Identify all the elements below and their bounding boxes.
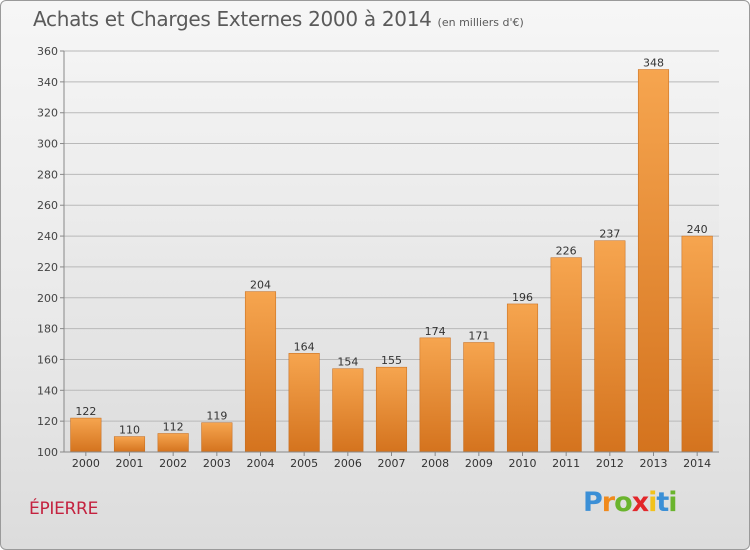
y-tick-label: 320 <box>37 107 58 120</box>
bar <box>332 368 364 453</box>
bar <box>419 337 451 453</box>
logo-letter: P <box>583 487 603 518</box>
x-tick-label: 2001 <box>116 457 144 470</box>
bar-value-label: 154 <box>337 356 358 369</box>
bar <box>375 366 408 453</box>
x-tick-label: 2012 <box>596 457 624 470</box>
bar-value-label: 122 <box>75 405 96 418</box>
bar <box>506 303 539 453</box>
x-tick-label: 2005 <box>290 457 318 470</box>
bar-value-label: 155 <box>381 354 402 367</box>
bar-value-label: 348 <box>643 57 664 70</box>
bar <box>244 291 277 453</box>
y-tick-label: 340 <box>37 76 58 89</box>
bar-value-label: 240 <box>687 223 708 236</box>
y-tick-label: 240 <box>37 230 58 243</box>
y-tick-label: 220 <box>37 261 58 274</box>
bar-value-label: 226 <box>556 245 577 258</box>
bar <box>681 235 713 453</box>
bar <box>113 436 146 453</box>
bar <box>288 353 320 453</box>
x-tick-label: 2000 <box>72 457 100 470</box>
proxiti-logo: Proxiti <box>583 487 678 518</box>
y-tick-label: 280 <box>37 168 58 181</box>
y-tick-label: 300 <box>37 138 58 151</box>
place-label: ÉPIERRE <box>29 499 99 519</box>
x-tick-label: 2003 <box>203 457 231 470</box>
bar <box>157 433 189 453</box>
x-tick-label: 2007 <box>378 457 406 470</box>
y-tick-label: 260 <box>37 199 58 212</box>
logo-letter: r <box>601 487 615 518</box>
bar <box>637 69 670 453</box>
bar-value-label: 237 <box>599 228 620 241</box>
x-tick-label: 2014 <box>683 457 711 470</box>
x-tick-label: 2009 <box>465 457 493 470</box>
bar-value-label: 119 <box>206 410 227 423</box>
x-tick-label: 2002 <box>159 457 187 470</box>
x-tick-label: 2006 <box>334 457 362 470</box>
y-tick-label: 140 <box>37 384 58 397</box>
x-tick-label: 2004 <box>247 457 275 470</box>
bar-value-label: 112 <box>163 420 184 433</box>
bar-value-label: 110 <box>119 424 140 437</box>
bar <box>70 417 102 453</box>
y-tick-label: 200 <box>37 292 58 305</box>
bar <box>550 257 582 453</box>
bar <box>594 240 626 453</box>
bars: 122 110 112 119 204 164 154 155 174 171 196 226 237 3… <box>70 57 713 453</box>
bar <box>463 342 495 453</box>
y-tick-label: 160 <box>37 353 58 366</box>
y-tick-label: 360 <box>37 45 58 58</box>
logo-letter: o <box>614 487 633 518</box>
bar-value-label: 204 <box>250 279 271 292</box>
x-tick-label: 2011 <box>552 457 580 470</box>
chart-title: Achats et Charges Externes 2000 à 2014 (e… <box>33 7 524 31</box>
bar-value-label: 196 <box>512 291 533 304</box>
bar-value-label: 164 <box>294 340 315 353</box>
x-tick-label: 2013 <box>640 457 668 470</box>
logo-letter: x <box>631 487 649 518</box>
logo-letter: i <box>648 487 657 518</box>
y-tick-label: 120 <box>37 415 58 428</box>
logo-letter: t <box>656 487 669 518</box>
axes: 100 120 140 160 180 200 220 240 260 280 300 320 340 3… <box>37 45 719 470</box>
chart-title-text: Achats et Charges Externes 2000 à 2014 <box>33 7 432 31</box>
x-tick-label: 2010 <box>509 457 537 470</box>
chart-subtitle: (en milliers d'€) <box>437 16 524 29</box>
bar-value-label: 171 <box>468 329 489 342</box>
logo-letter: i <box>668 487 677 518</box>
x-tick-label: 2008 <box>421 457 449 470</box>
bar <box>201 422 233 453</box>
y-tick-label: 100 <box>37 446 58 459</box>
bar-value-label: 174 <box>425 325 446 338</box>
y-tick-label: 180 <box>37 323 58 336</box>
